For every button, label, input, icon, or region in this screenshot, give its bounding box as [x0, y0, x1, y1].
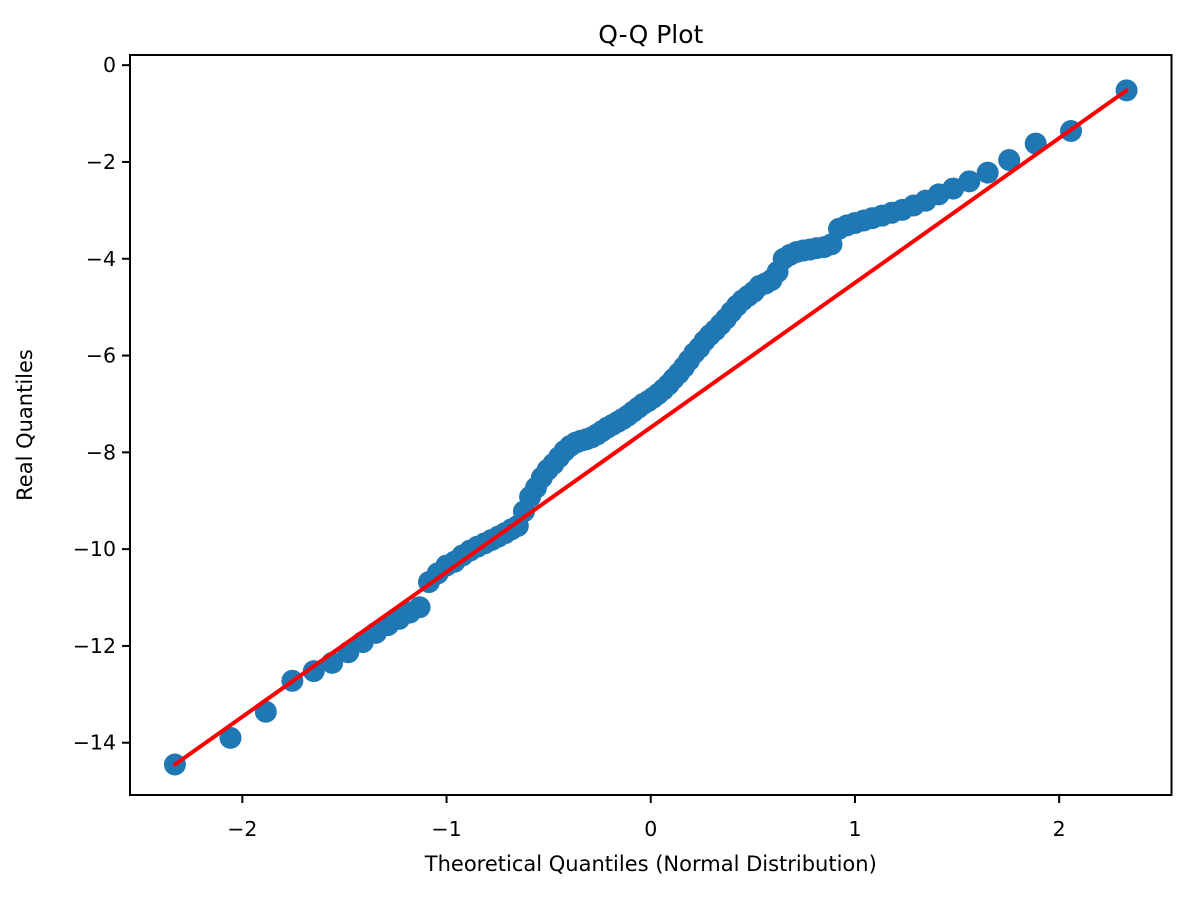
data-point: [408, 596, 431, 619]
data-point: [998, 149, 1021, 172]
y-tick-label: −8: [86, 440, 116, 464]
data-point: [219, 726, 242, 749]
data-point: [302, 660, 325, 683]
chart-title: Q-Q Plot: [598, 20, 703, 49]
y-tick-label: 0: [103, 53, 116, 77]
data-point: [976, 161, 999, 184]
x-axis-label: Theoretical Quantiles (Normal Distributi…: [424, 852, 877, 876]
scatter-points-layer: [163, 79, 1138, 776]
x-tick-label: −2: [227, 817, 257, 841]
axis-ticks-layer: −2 −1 0 1 20−2−4−6−8−10−12−14: [73, 53, 1066, 841]
y-tick-label: −2: [86, 150, 116, 174]
y-tick-label: −14: [73, 731, 116, 755]
x-tick-label: 1: [848, 817, 861, 841]
x-tick-label: −1: [431, 817, 461, 841]
qq-reference-line: [172, 88, 1129, 767]
x-tick-label: 2: [1053, 817, 1066, 841]
data-point: [958, 170, 981, 193]
y-tick-label: −10: [73, 537, 116, 561]
y-tick-label: −4: [86, 247, 116, 271]
y-tick-label: −12: [73, 634, 116, 658]
x-tick-label: 0: [644, 817, 657, 841]
y-tick-label: −6: [86, 344, 116, 368]
y-axis-label: Real Quantiles: [13, 349, 37, 501]
reference-line-layer: [172, 88, 1129, 767]
